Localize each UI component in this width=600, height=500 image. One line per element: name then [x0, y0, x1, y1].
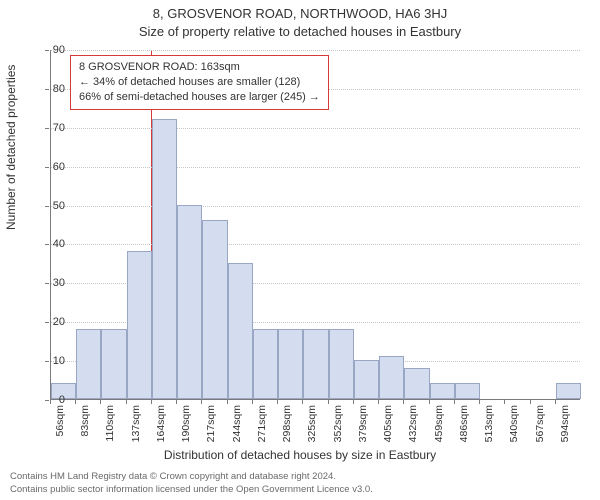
histogram-bar [430, 383, 455, 399]
footer-line-2: Contains public sector information licen… [10, 484, 590, 496]
ytick-label: 90 [35, 44, 65, 56]
xtick-mark [151, 400, 152, 404]
histogram-bar [253, 329, 278, 399]
xtick-mark [302, 400, 303, 404]
y-axis-label: Number of detached properties [4, 65, 18, 230]
ytick-mark [45, 283, 49, 284]
xtick-mark [227, 400, 228, 404]
ytick-label: 70 [35, 122, 65, 134]
xtick-mark [252, 400, 253, 404]
xtick-label: 513sqm [483, 405, 495, 442]
xtick-label: 83sqm [79, 405, 91, 437]
histogram-bar [228, 263, 253, 399]
annotation-box: 8 GROSVENOR ROAD: 163sqm ← 34% of detach… [70, 55, 329, 110]
xtick-mark [50, 400, 51, 404]
xtick-label: 217sqm [205, 405, 217, 442]
chart-container: 8, GROSVENOR ROAD, NORTHWOOD, HA6 3HJ Si… [0, 0, 600, 500]
xtick-label: 190sqm [180, 405, 192, 442]
histogram-bar [278, 329, 303, 399]
histogram-bar [177, 205, 202, 399]
xtick-label: 486sqm [458, 405, 470, 442]
xtick-label: 298sqm [281, 405, 293, 442]
histogram-bar [303, 329, 328, 399]
xtick-mark [504, 400, 505, 404]
gridline [51, 50, 580, 51]
chart-title-line2: Size of property relative to detached ho… [0, 24, 600, 39]
xtick-label: 271sqm [256, 405, 268, 442]
histogram-bar [76, 329, 101, 399]
footer-attribution: Contains HM Land Registry data © Crown c… [10, 471, 590, 496]
ytick-mark [45, 244, 49, 245]
xtick-label: 137sqm [130, 405, 142, 442]
ytick-label: 50 [35, 200, 65, 212]
gridline [51, 244, 580, 245]
ytick-mark [45, 206, 49, 207]
xtick-label: 244sqm [231, 405, 243, 442]
gridline [51, 167, 580, 168]
footer-line-1: Contains HM Land Registry data © Crown c… [10, 471, 590, 483]
histogram-bar [127, 251, 152, 399]
ytick-label: 40 [35, 238, 65, 250]
ytick-label: 10 [35, 355, 65, 367]
xtick-mark [201, 400, 202, 404]
histogram-bar [379, 356, 404, 399]
xtick-mark [126, 400, 127, 404]
ytick-mark [45, 167, 49, 168]
xtick-mark [176, 400, 177, 404]
xtick-label: 352sqm [332, 405, 344, 442]
chart-title-line1: 8, GROSVENOR ROAD, NORTHWOOD, HA6 3HJ [0, 6, 600, 21]
ytick-label: 60 [35, 161, 65, 173]
ytick-mark [45, 50, 49, 51]
xtick-mark [479, 400, 480, 404]
xtick-label: 432sqm [407, 405, 419, 442]
ytick-mark [45, 361, 49, 362]
xtick-label: 110sqm [104, 405, 116, 442]
ytick-mark [45, 89, 49, 90]
xtick-mark [75, 400, 76, 404]
xtick-label: 594sqm [559, 405, 571, 442]
xtick-label: 540sqm [508, 405, 520, 442]
xtick-label: 325sqm [306, 405, 318, 442]
ytick-label: 20 [35, 316, 65, 328]
xtick-label: 379sqm [357, 405, 369, 442]
xtick-mark [454, 400, 455, 404]
xtick-mark [328, 400, 329, 404]
xtick-label: 164sqm [155, 405, 167, 442]
ytick-mark [45, 128, 49, 129]
xtick-label: 405sqm [382, 405, 394, 442]
gridline [51, 206, 580, 207]
xtick-mark [530, 400, 531, 404]
xtick-label: 567sqm [534, 405, 546, 442]
histogram-bar [455, 383, 480, 399]
ytick-mark [45, 322, 49, 323]
histogram-bar [354, 360, 379, 399]
xtick-mark [100, 400, 101, 404]
histogram-bar [152, 119, 177, 399]
xtick-label: 56sqm [54, 405, 66, 437]
ytick-mark [45, 400, 49, 401]
ytick-label: 80 [35, 83, 65, 95]
histogram-bar [202, 220, 227, 399]
annotation-line-2: ← 34% of detached houses are smaller (12… [79, 75, 320, 90]
ytick-label: 30 [35, 277, 65, 289]
annotation-line-1: 8 GROSVENOR ROAD: 163sqm [79, 60, 320, 75]
xtick-mark [403, 400, 404, 404]
histogram-bar [404, 368, 429, 399]
annotation-line-3: 66% of semi-detached houses are larger (… [79, 90, 320, 105]
histogram-bar [329, 329, 354, 399]
xtick-mark [378, 400, 379, 404]
histogram-bar [556, 383, 581, 399]
xtick-label: 459sqm [433, 405, 445, 442]
xtick-mark [353, 400, 354, 404]
xtick-mark [277, 400, 278, 404]
x-axis-label: Distribution of detached houses by size … [0, 448, 600, 462]
xtick-mark [429, 400, 430, 404]
histogram-bar [101, 329, 126, 399]
xtick-mark [555, 400, 556, 404]
gridline [51, 128, 580, 129]
